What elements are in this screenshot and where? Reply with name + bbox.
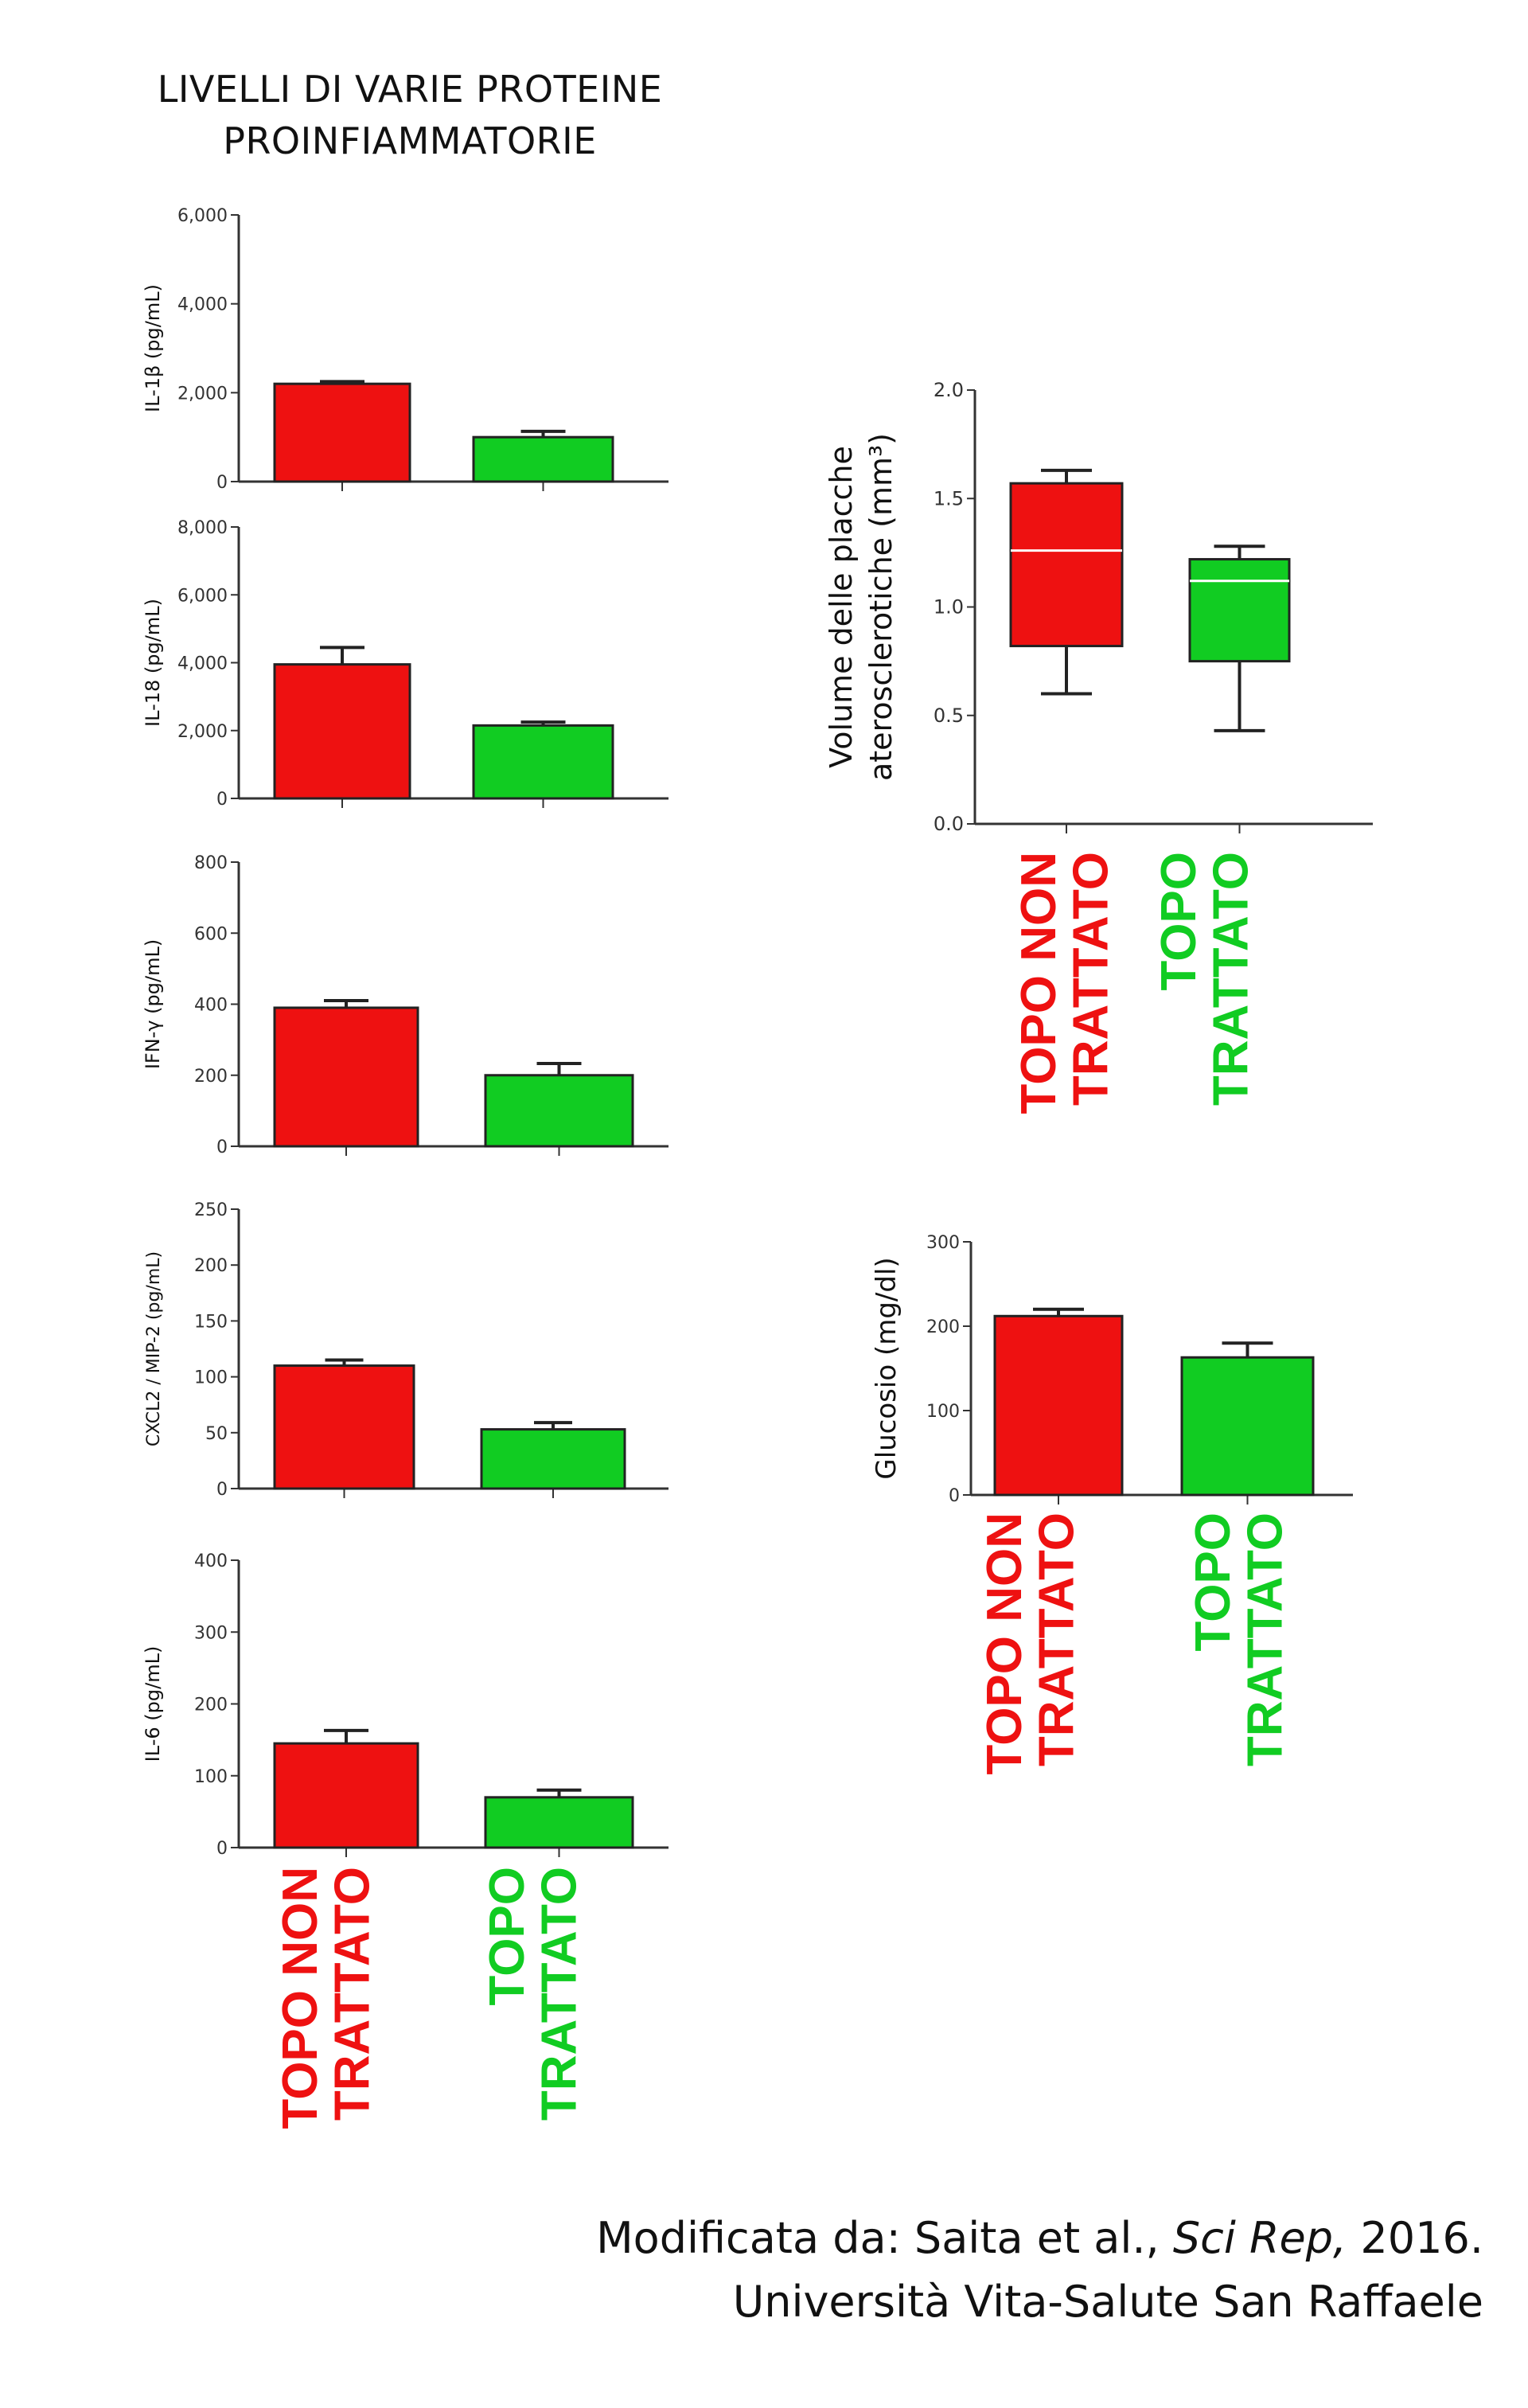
il6-y-tick-label: 400 xyxy=(194,1551,228,1571)
il18-y-label: IL-18 (pg/mL) xyxy=(142,599,164,727)
cxcl2-y-tick-label: 50 xyxy=(205,1424,228,1444)
glucose-label-treated-line2: TRATTATO xyxy=(1238,1512,1292,1766)
cxcl2-bar-untreated xyxy=(273,1364,415,1490)
il6-bar-untreated xyxy=(273,1742,419,1849)
ifng-y-tick-label: 600 xyxy=(194,924,228,944)
glucose-y-tick-label: 200 xyxy=(926,1317,960,1337)
cxcl2-y-tick-label: 200 xyxy=(194,1256,228,1276)
plaque-y-tick-label: 1.0 xyxy=(934,596,964,619)
caption-citation: Modificata da: Saita et al., Sci Rep, 20… xyxy=(596,2213,1483,2263)
ifng-y-tick-label: 200 xyxy=(194,1067,228,1087)
il6-y-tick-label: 0 xyxy=(216,1839,228,1859)
il6-y-tick-label: 300 xyxy=(194,1623,228,1643)
il18-bar-untreated xyxy=(273,663,411,800)
cxcl2-y-label: CXCL2 / MIP-2 (pg/mL) xyxy=(144,1251,164,1446)
plaque-label-treated-line2: TRATTATO xyxy=(1203,852,1258,1106)
il18-bar-treated xyxy=(472,724,614,800)
left-label-untreated-line1: TOPO NON xyxy=(273,1867,328,2129)
glucose-label-untreated-line2: TRATTATO xyxy=(1029,1512,1084,1766)
glucose-y-label: Glucosio (mg/dl) xyxy=(871,1257,902,1479)
cxcl2-y-tick-label: 0 xyxy=(216,1480,228,1500)
figure-title-line2: PROINFIAMMATORIE xyxy=(223,119,597,162)
cxcl2-y-tick-label: 150 xyxy=(194,1312,228,1332)
plaque-y-tick-label: 2.0 xyxy=(934,379,964,401)
il1b-y-tick-label: 0 xyxy=(216,473,228,493)
il18-y-tick-label: 6,000 xyxy=(177,586,228,606)
plaque-y-label-line2: aterosclerotiche (mm³) xyxy=(863,433,898,781)
il18-y-tick-label: 0 xyxy=(216,790,228,810)
il18-y-tick-label: 4,000 xyxy=(177,654,228,674)
glucose-bar-treated xyxy=(1180,1356,1315,1497)
plaque-box-untreated xyxy=(1009,482,1124,648)
il1b-y-tick-label: 4,000 xyxy=(177,295,228,315)
il18-y-tick-label: 2,000 xyxy=(177,722,228,742)
glucose-y-tick-label: 0 xyxy=(949,1486,960,1506)
glucose-bar-untreated xyxy=(993,1314,1124,1497)
il6-y-label: IL-6 (pg/mL) xyxy=(142,1646,164,1762)
ifng-y-tick-label: 0 xyxy=(216,1138,228,1157)
cxcl2-y-tick-label: 250 xyxy=(194,1200,228,1220)
il6-y-tick-label: 200 xyxy=(194,1696,228,1715)
left-label-treated-line2: TRATTATO xyxy=(532,1867,587,2121)
il18-y-tick-label: 8,000 xyxy=(177,518,228,538)
ifng-bar-treated xyxy=(484,1074,634,1148)
il1b-bar-untreated xyxy=(273,382,411,483)
plaque-y-label-line1: Volume delle placche xyxy=(824,446,859,768)
left-label-untreated-line2: TRATTATO xyxy=(325,1867,380,2121)
ifng-y-label: IFN-γ (pg/mL) xyxy=(142,939,164,1069)
il1b-bar-treated xyxy=(472,435,614,483)
cxcl2-y-tick-label: 100 xyxy=(194,1368,228,1388)
plaque-y-tick-label: 0.5 xyxy=(934,704,964,727)
plaque-y-tick-label: 0.0 xyxy=(934,813,964,835)
il6-bar-treated xyxy=(484,1796,634,1849)
ifng-bar-untreated xyxy=(273,1006,419,1148)
left-label-treated-line1: TOPO xyxy=(480,1867,535,2006)
cxcl2-bar-treated xyxy=(480,1428,626,1490)
figure-title-line1: LIVELLI DI VARIE PROTEINE xyxy=(157,68,663,111)
caption-institution: Università Vita-Salute San Raffaele xyxy=(732,2277,1483,2327)
il6-y-tick-label: 100 xyxy=(194,1767,228,1787)
glucose-y-tick-label: 300 xyxy=(926,1233,960,1253)
caption-year: 2016. xyxy=(1360,2213,1483,2263)
il1b-y-tick-label: 2,000 xyxy=(177,384,228,404)
plaque-label-treated-line1: TOPO xyxy=(1152,852,1206,991)
glucose-label-treated-line1: TOPO xyxy=(1186,1512,1241,1652)
caption-journal: Sci Rep, xyxy=(1172,2213,1347,2263)
plaque-box-treated xyxy=(1188,558,1291,663)
ifng-y-tick-label: 800 xyxy=(194,853,228,873)
plaque-label-untreated-line2: TRATTATO xyxy=(1063,852,1118,1106)
il1b-y-label: IL-1β (pg/mL) xyxy=(142,284,164,412)
glucose-label-untreated-line1: TOPO NON xyxy=(977,1512,1032,1775)
plaque-label-untreated-line1: TOPO NON xyxy=(1012,852,1066,1114)
ifng-y-tick-label: 400 xyxy=(194,996,228,1016)
il1b-y-tick-label: 6,000 xyxy=(177,206,228,226)
caption-prefix: Modificata da: Saita et al., xyxy=(596,2213,1160,2263)
glucose-y-tick-label: 100 xyxy=(926,1402,960,1422)
plaque-y-tick-label: 1.5 xyxy=(934,487,964,509)
